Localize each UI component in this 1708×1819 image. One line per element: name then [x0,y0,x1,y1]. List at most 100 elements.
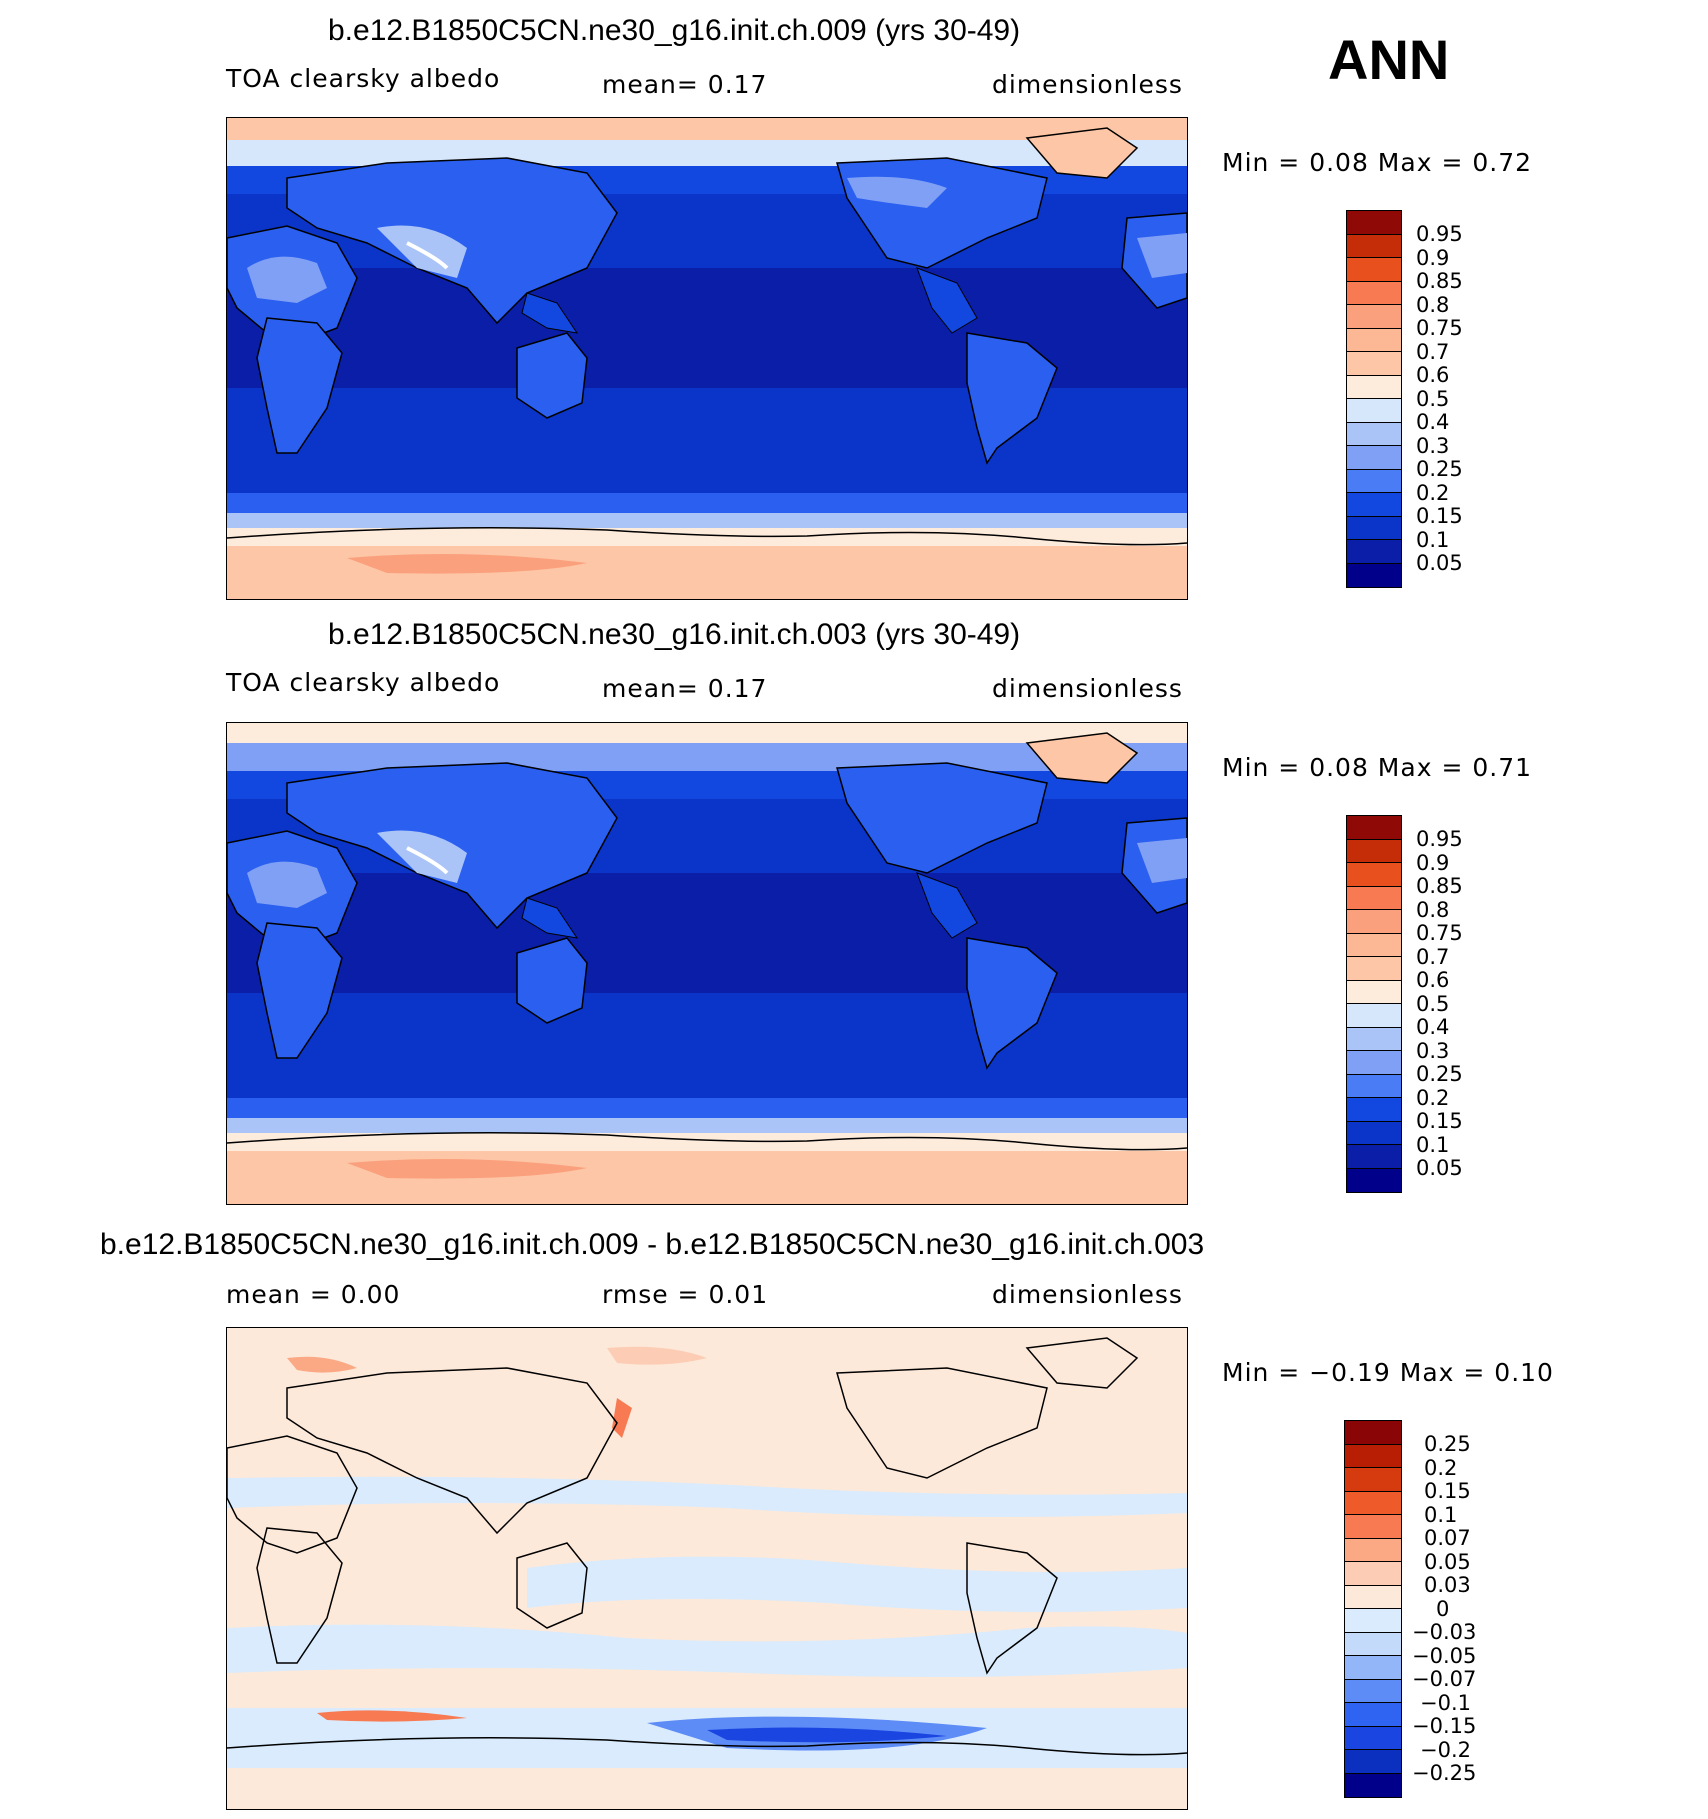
panel-3-colorbar-box [1345,1726,1401,1750]
panel-2-colorbar-tick: 0.15 [1416,1109,1463,1133]
panel-2-units-label: dimensionless [992,674,1183,703]
panel-2-mean-label: mean= 0.17 [602,674,768,703]
panel-1-colorbar-box [1347,352,1401,376]
panel-3-title: b.e12.B1850C5CN.ne30_g16.init.ch.009 - b… [100,1228,1205,1261]
panel-1-colorbar-box [1347,258,1401,282]
panel-3-colorbar-box [1345,1632,1401,1656]
panel-3-difference-field [227,1328,1187,1809]
panel-3-rmse-label: rmse = 0.01 [602,1280,769,1309]
panel-3-colorbar-box [1345,1679,1401,1703]
panel-1-variable-label: TOA clearsky albedo [226,64,501,93]
panel-3-colorbar-box [1345,1421,1401,1445]
panel-2-colorbar-box [1347,1074,1401,1098]
panel-2-map [226,722,1188,1205]
panel-2-colorbar-tick: 0.75 [1416,921,1463,945]
panel-3-colorbar-tick: −0.07 [1412,1667,1477,1691]
panel-2-colorbar-tick: 0.9 [1416,851,1450,875]
panel-3-colorbar-box [1345,1562,1401,1586]
panel-3-mean-label: mean = 0.00 [226,1280,401,1309]
panel-1-colorbar-box [1347,493,1401,517]
panel-3-colorbar-tick: −0.2 [1420,1738,1471,1762]
panel-1-albedo-field [227,118,1187,599]
panel-1-colorbar-box [1347,563,1401,587]
panel-2-minmax: Min = 0.08 Max = 0.71 [1222,753,1533,782]
panel-3-colorbar-tick: −0.05 [1412,1644,1477,1668]
panel-1-colorbar-tick: 0.05 [1416,551,1463,575]
panel-1-colorbar-box [1347,469,1401,493]
panel-1-mean-label: mean= 0.17 [602,70,768,99]
panel-3-colorbar-box [1345,1703,1401,1727]
panel-1-colorbar-tick: 0.15 [1416,504,1463,528]
panel-1-colorbar-box [1347,305,1401,329]
panel-1-colorbar-box [1347,211,1401,235]
panel-1-colorbar-box [1347,375,1401,399]
panel-2-colorbar [1346,815,1402,1193]
panel-2-colorbar-tick: 0.7 [1416,945,1450,969]
panel-2-albedo-field [227,723,1187,1204]
panel-2-colorbar-tick: 0.95 [1416,827,1463,851]
panel-3-colorbar-tick: 0.05 [1424,1550,1471,1574]
panel-2-colorbar-tick: 0.85 [1416,874,1463,898]
panel-2-colorbar-tick: 0.6 [1416,968,1450,992]
panel-2-colorbar-box [1347,910,1401,934]
panel-2-colorbar-box [1347,863,1401,887]
panel-1-colorbar-tick: 0.85 [1416,269,1463,293]
panel-1-colorbar-tick: 0.2 [1416,481,1450,505]
panel-2-colorbar-box [1347,933,1401,957]
panel-3-colorbar-box [1345,1773,1401,1797]
panel-3-colorbar-box [1345,1468,1401,1492]
panel-3-colorbar-box [1345,1750,1401,1774]
panel-1-colorbar-box [1347,281,1401,305]
panel-3-colorbar-tick: 0.25 [1424,1432,1471,1456]
panel-2-colorbar-box [1347,1121,1401,1145]
panel-1-colorbar-tick: 0.95 [1416,222,1463,246]
panel-1-colorbar-box [1347,540,1401,564]
panel-2-colorbar-box [1347,839,1401,863]
panel-1-colorbar-tick: 0.9 [1416,246,1450,270]
panel-2-colorbar-box [1347,957,1401,981]
panel-2-colorbar-box [1347,1004,1401,1028]
panel-3-colorbar-box [1345,1515,1401,1539]
panel-3-units-label: dimensionless [992,1280,1183,1309]
panel-3-colorbar-box [1345,1491,1401,1515]
panel-2-colorbar-tick: 0.1 [1416,1133,1450,1157]
season-label: ANN [1328,28,1450,91]
panel-2-colorbar-box [1347,1145,1401,1169]
panel-3-colorbar-box [1345,1538,1401,1562]
panel-3-colorbar-box [1345,1656,1401,1680]
panel-2-variable-label: TOA clearsky albedo [226,668,501,697]
panel-3-colorbar-box [1345,1585,1401,1609]
panel-1-colorbar-box [1347,422,1401,446]
panel-1-colorbar-tick: 0.5 [1416,387,1450,411]
panel-1-colorbar-tick: 0.6 [1416,363,1450,387]
panel-1-colorbar-tick: 0.7 [1416,340,1450,364]
panel-2-colorbar-tick: 0.4 [1416,1015,1450,1039]
panel-1-colorbar-tick: 0.8 [1416,293,1450,317]
panel-2-colorbar-box [1347,1098,1401,1122]
panel-1-units-label: dimensionless [992,70,1183,99]
panel-1-colorbar-box [1347,399,1401,423]
panel-2-colorbar-tick: 0.2 [1416,1086,1450,1110]
panel-1-map [226,117,1188,600]
panel-3-colorbar-tick: −0.25 [1412,1761,1477,1785]
panel-1-colorbar-box [1347,328,1401,352]
panel-2-colorbar-tick: 0.8 [1416,898,1450,922]
panel-2-title: b.e12.B1850C5CN.ne30_g16.init.ch.003 (yr… [328,618,1021,651]
panel-3-colorbar-tick: 0 [1436,1597,1450,1621]
panel-3-colorbar-tick: 0.2 [1424,1456,1458,1480]
panel-2-colorbar-box [1347,1168,1401,1192]
panel-3-colorbar-box [1345,1444,1401,1468]
panel-1-colorbar-box [1347,446,1401,470]
panel-2-colorbar-box [1347,1051,1401,1075]
panel-1-colorbar-tick: 0.75 [1416,316,1463,340]
panel-3-colorbar-tick: −0.03 [1412,1620,1477,1644]
panel-3-colorbar-box [1345,1609,1401,1633]
panel-3-colorbar-tick: 0.03 [1424,1573,1471,1597]
panel-3-colorbar-tick: 0.15 [1424,1479,1471,1503]
panel-3-colorbar-tick: 0.1 [1424,1503,1458,1527]
panel-1-colorbar-tick: 0.4 [1416,410,1450,434]
panel-2-colorbar-box [1347,816,1401,840]
panel-1-colorbar-box [1347,516,1401,540]
panel-3-map [226,1327,1188,1810]
panel-1-minmax: Min = 0.08 Max = 0.72 [1222,148,1533,177]
